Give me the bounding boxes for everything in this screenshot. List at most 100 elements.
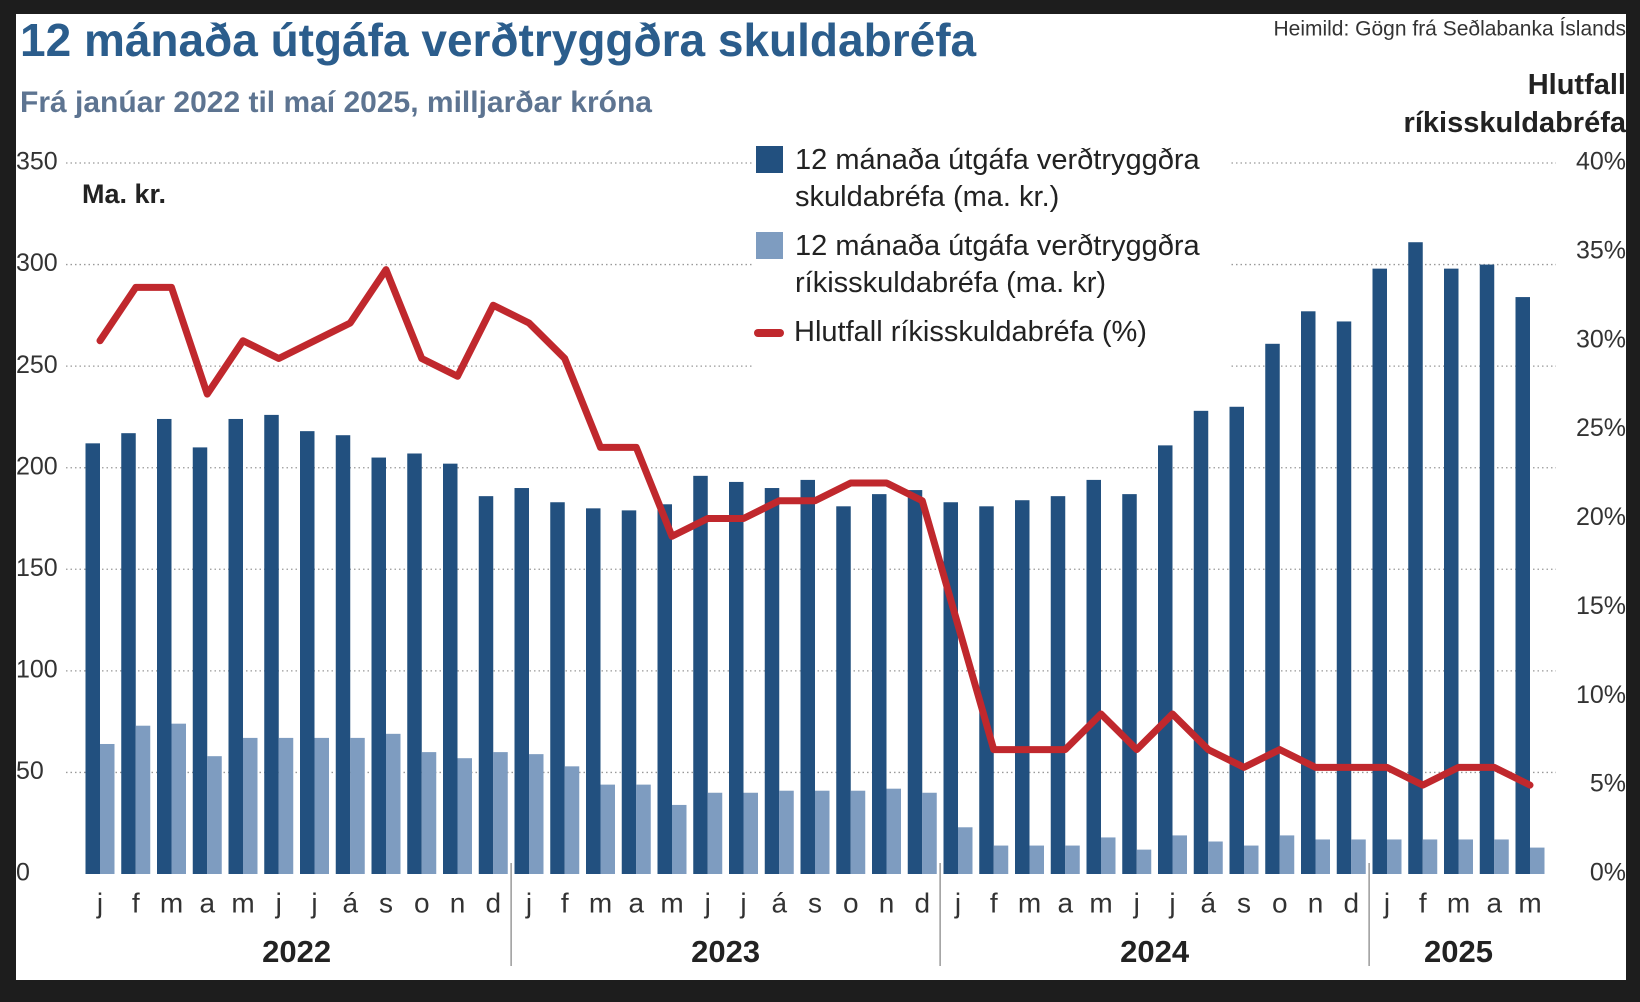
x-tick-label: d [1343,887,1359,918]
year-label: 2024 [1120,934,1190,969]
bar [157,418,172,874]
x-tick-label: á [771,887,787,918]
bar [1351,839,1366,874]
x-tick-label: j [954,887,961,918]
x-tick-label: a [1486,887,1502,918]
bar [278,737,294,874]
bar [1301,311,1316,874]
legend-item: Hlutfall ríkisskuldabréfa (%) [752,314,1222,351]
chart-subtitle: Frá janúar 2022 til maí 2025, milljarðar… [20,86,652,119]
bar [171,723,186,874]
x-tick-label: o [843,887,859,918]
bar [922,792,937,874]
bar [350,737,365,874]
legend-item: 12 mánaða útgáfa verðtryggðra skuldabréf… [752,142,1222,216]
x-tick-label: n [450,887,466,918]
x-tick-label: j [1383,887,1390,918]
legend-text: 12 mánaða útgáfa verðtryggðra ríkisskuld… [795,230,1200,299]
x-tick-label: j [739,887,746,918]
year-label: 2023 [691,934,760,969]
bar [421,752,437,874]
legend-text: 12 mánaða útgáfa verðtryggðra skuldabréf… [795,144,1200,213]
bar [815,790,830,874]
bar [335,435,351,874]
y2-tick-label: 40% [1576,148,1626,176]
bar [1029,845,1044,874]
x-tick-label: m [1518,887,1541,918]
year-label: 2025 [1424,934,1493,969]
x-tick-label: s [379,887,393,918]
bar [443,463,458,874]
y-tick-label: 100 [16,655,58,683]
x-tick-label: á [342,887,358,918]
bar [586,508,601,874]
x-tick-label: m [1018,887,1041,918]
y2-tick-label: 20% [1576,503,1626,531]
bar [1065,845,1080,874]
chart-title: 12 mánaða útgáfa verðtryggðra skuldabréf… [20,14,977,66]
bar [1372,268,1387,874]
bar [550,502,565,874]
bar [371,457,386,874]
bar [693,475,708,874]
year-label: 2022 [262,934,331,969]
y2-tick-label: 30% [1576,325,1626,353]
x-tick-label: m [231,887,254,918]
bar [672,804,687,874]
y-tick-label: 350 [16,148,58,176]
y-tick-label: 150 [16,554,58,582]
bar [1422,839,1438,874]
x-tick-label: m [1089,887,1112,918]
legend-swatch [754,329,784,337]
bar [1015,500,1030,874]
bar [1315,839,1330,874]
x-tick-label: d [914,887,930,918]
bar [1086,479,1101,874]
bar [1515,297,1530,874]
y2-tick-label: 0% [1590,859,1626,887]
bar [636,784,651,874]
x-tick-label: j [1133,887,1140,918]
bar [135,725,151,874]
bar [943,502,958,874]
bar [407,453,422,874]
legend-item: 12 mánaða útgáfa verðtryggðra ríkisskuld… [752,228,1222,302]
y2-axis-label: Hlutfall ríkisskuldabréfa [1403,69,1626,139]
bar [886,788,901,874]
y2-tick-label: 35% [1576,236,1626,264]
x-tick-label: j [275,887,282,918]
bar [907,490,923,874]
bar [1136,849,1152,874]
x-tick-label: m [160,887,183,918]
x-tick-label: á [1200,887,1216,918]
x-tick-label: f [561,887,569,918]
bar [1408,242,1423,874]
bar [314,737,329,874]
bar [1387,839,1402,874]
legend: 12 mánaða útgáfa verðtryggðra skuldabréf… [752,140,1230,367]
bar [207,756,222,874]
bar [493,752,508,874]
bar [979,506,994,874]
x-tick-label: j [310,887,317,918]
bar [264,414,279,874]
source: Heimild: Gögn frá Seðlabanka Íslands [1273,18,1626,41]
x-tick-label: a [1057,887,1073,918]
bar [729,481,744,874]
x-tick-label: a [628,887,644,918]
bar [1244,845,1259,874]
bar [1444,268,1459,874]
bar [121,433,136,874]
x-tick-label: m [660,887,683,918]
bar [1122,494,1137,874]
legend-swatch [756,146,783,173]
x-tick-label: f [1419,887,1427,918]
bar [958,827,973,874]
bar [872,494,887,874]
bar [779,790,794,874]
bar [1229,406,1244,874]
y-tick-label: 300 [16,249,58,277]
bar [850,790,866,874]
